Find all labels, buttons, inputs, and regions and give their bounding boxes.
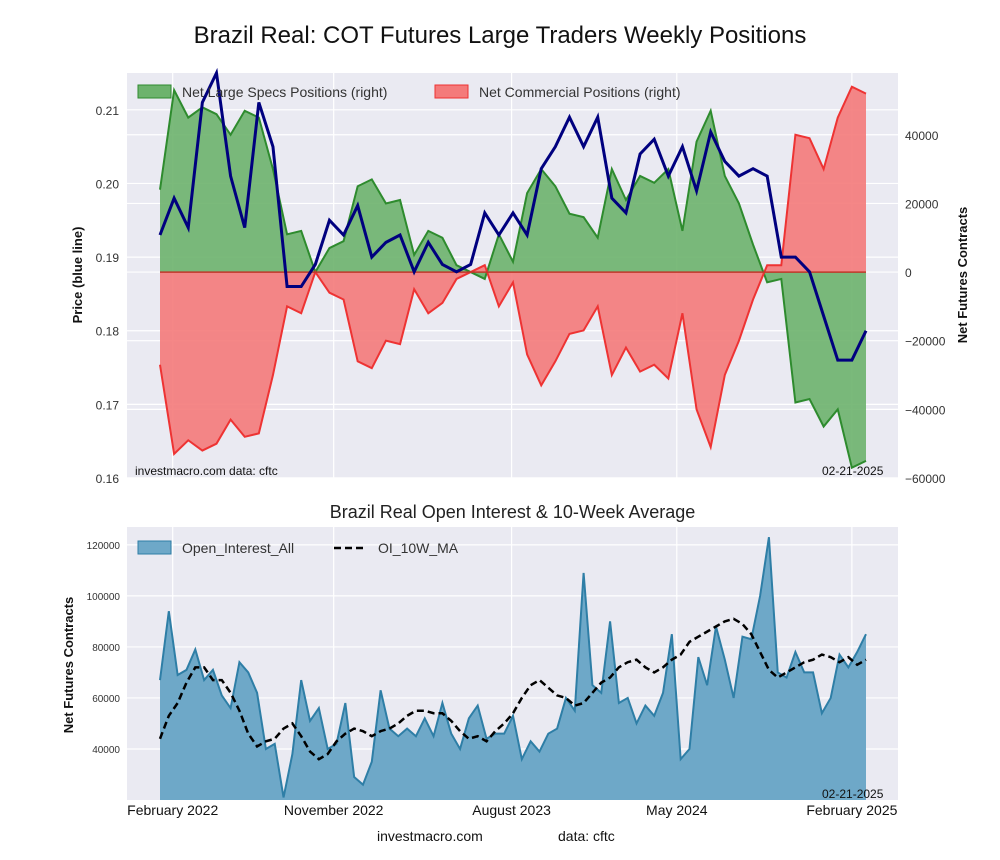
bottom-y-tick: 120000 xyxy=(87,541,121,552)
oi-line xyxy=(159,537,867,798)
top-date-note: 02-21-2025 xyxy=(822,464,884,478)
bottom-y-label: Net Futures Contracts xyxy=(61,597,76,734)
open-interest-chart: 40000 60000 80000 100000 120000 Net Futures … xyxy=(61,527,898,818)
y-left-label: Price (blue line) xyxy=(70,227,85,324)
commercial-area xyxy=(160,86,866,454)
x-tick-label: February 2022 xyxy=(127,802,218,818)
oi-chart-title: Brazil Real Open Interest & 10-Week Aver… xyxy=(329,502,696,522)
y-right-tick: 0 xyxy=(905,266,912,280)
legend-label-specs: Net Large Specs Positions (right) xyxy=(182,84,387,100)
bottom-date-note: 02-21-2025 xyxy=(822,787,884,801)
y-right-tick: 40000 xyxy=(905,129,939,143)
y-left-tick: 0.17 xyxy=(96,398,120,412)
footer-site: investmacro.com xyxy=(377,828,483,844)
bottom-y-tick: 100000 xyxy=(87,592,121,603)
oi-area-group xyxy=(158,537,867,800)
legend-swatch-commercial xyxy=(434,84,469,99)
ma-line xyxy=(158,617,867,761)
positions-chart: 0.16 0.17 0.18 0.19 0.20 0.21 −60000 −40000 −20… xyxy=(70,67,970,486)
y-right-tick: −60000 xyxy=(905,472,946,486)
legend-label-commercial: Net Commercial Positions (right) xyxy=(479,84,681,100)
y-right-label: Net Futures Contracts xyxy=(955,207,970,344)
oi-area xyxy=(160,537,866,800)
y-left-tick: 0.18 xyxy=(96,325,120,339)
y-left-tick: 0.19 xyxy=(96,251,120,265)
price-line xyxy=(158,67,868,362)
y-right-tick: −40000 xyxy=(905,403,946,417)
x-tick-label: May 2024 xyxy=(646,802,708,818)
bottom-y-tick: 60000 xyxy=(92,694,120,705)
y-left-tick: 0.21 xyxy=(96,104,120,118)
x-tick-label: August 2023 xyxy=(472,802,551,818)
legend-label-oi: Open_Interest_All xyxy=(182,540,294,556)
legend-swatch-specs xyxy=(137,84,172,99)
main-chart-title: Brazil Real: COT Futures Large Traders W… xyxy=(193,22,807,49)
footer-source: data: cftc xyxy=(558,828,615,844)
x-tick-label: November 2022 xyxy=(284,802,384,818)
bottom-y-ticks: 40000 60000 80000 100000 120000 xyxy=(87,541,121,756)
legend-label-ma: OI_10W_MA xyxy=(378,540,459,556)
bottom-y-tick: 80000 xyxy=(92,643,120,654)
x-ticks: February 2022 November 2022 August 2023 May… xyxy=(127,802,897,818)
x-tick-label: February 2025 xyxy=(806,802,897,818)
legend-swatch-oi xyxy=(137,540,172,555)
commercial-line xyxy=(159,85,867,457)
top-y-right-ticks: −60000 −40000 −20000 0 20000 40000 xyxy=(905,129,946,486)
y-right-tick: −20000 xyxy=(905,335,946,349)
price-line-group xyxy=(158,67,868,362)
top-watermark: investmacro.com data: cftc xyxy=(135,464,278,478)
y-left-tick: 0.20 xyxy=(96,177,120,191)
y-left-tick: 0.16 xyxy=(96,472,120,486)
bottom-y-tick: 40000 xyxy=(92,745,120,756)
top-y-left-ticks: 0.16 0.17 0.18 0.19 0.20 0.21 xyxy=(96,104,120,486)
y-right-tick: 20000 xyxy=(905,197,939,211)
